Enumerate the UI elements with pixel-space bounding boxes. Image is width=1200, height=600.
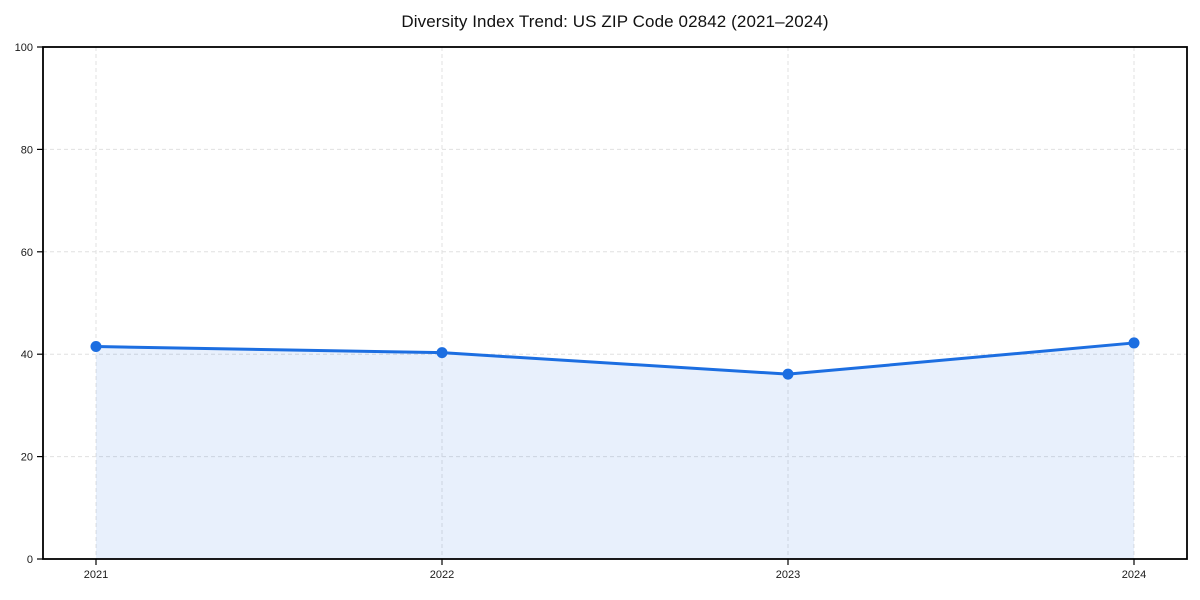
trend-line <box>94 341 1136 376</box>
y-tick-label: 0 <box>27 554 33 566</box>
chart-title: Diversity Index Trend: US ZIP Code 02842… <box>401 12 829 31</box>
y-tick-label: 60 <box>21 247 33 259</box>
x-tick-label: 2022 <box>430 569 454 581</box>
y-tick-label: 20 <box>21 452 33 464</box>
data-point-2023 <box>782 368 794 380</box>
x-tick-label: 2024 <box>1122 569 1146 581</box>
data-point-2021 <box>90 341 102 353</box>
data-point-2022 <box>436 347 448 359</box>
x-tick-label: 2023 <box>776 569 800 581</box>
y-tick-label: 40 <box>21 349 33 361</box>
y-tick-label: 100 <box>15 42 33 54</box>
y-tick-label: 80 <box>21 144 33 156</box>
data-point-2024 <box>1128 337 1140 349</box>
plot-border <box>42 46 1188 560</box>
x-tick-label: 2021 <box>84 569 108 581</box>
area-fill <box>96 342 1134 559</box>
